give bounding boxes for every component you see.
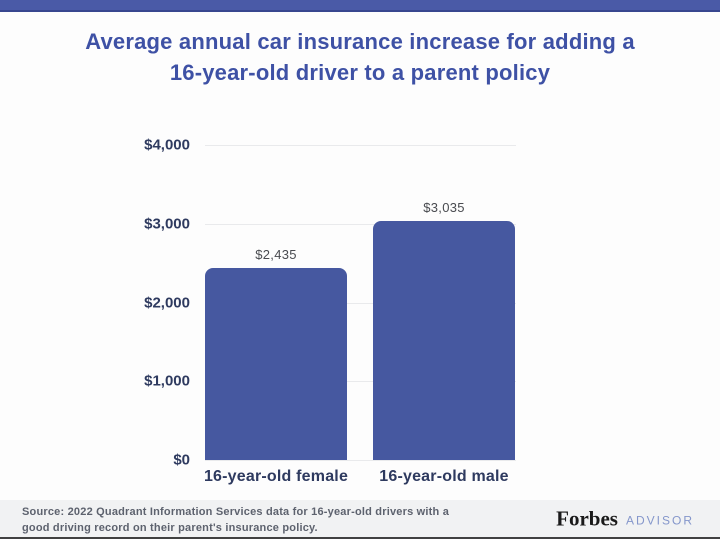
footer-bar: Source: 2022 Quadrant Information Servic… [0,500,720,537]
bar-value-label: $3,035 [423,200,465,215]
y-axis-tick-label: $2,000 [144,294,190,311]
y-axis-tick-label: $4,000 [144,136,190,154]
bar-16-year-old-female [205,268,347,460]
bar-group-male: $3,035 [373,200,515,460]
gridline [205,145,516,146]
x-axis-category-label: 16-year-old male [379,468,509,485]
y-axis-tick-label: $1,000 [144,372,190,390]
bar-group-female: $2,435 [205,247,347,460]
y-axis-tick-label: $3,000 [144,215,190,233]
bar-16-year-old-male [373,221,515,460]
gridline [205,460,516,461]
source-note-line1: Source: 2022 Quadrant Information Servic… [22,506,450,518]
bar-value-label: $2,435 [255,247,297,263]
chart-title: Average annual car insurance increase fo… [0,26,720,88]
forbes-wordmark: Forbes [556,506,618,530]
forbes-advisor-logo: Forbes ADVISOR [556,506,694,531]
gridline [205,223,516,225]
source-note: Source: 2022 Quadrant Information Servic… [22,505,449,537]
gridline [205,302,516,304]
advisor-wordmark: ADVISOR [625,513,694,527]
chart-title-line2: 16-year-old driver to a parent policy [169,60,551,86]
bar-chart: $4,000 $3,000 $2,000 $1,000 $0 $2,435 $3… [0,137,720,505]
source-note-line2: good driving record on their parent's in… [22,521,318,534]
x-axis-category-label: 16-year-old female [203,468,349,485]
top-accent-bar [0,0,720,12]
chart-title-line1: Average annual car insurance increase fo… [85,29,635,54]
gridline [205,381,516,383]
y-axis-tick-label: $0 [173,451,190,469]
